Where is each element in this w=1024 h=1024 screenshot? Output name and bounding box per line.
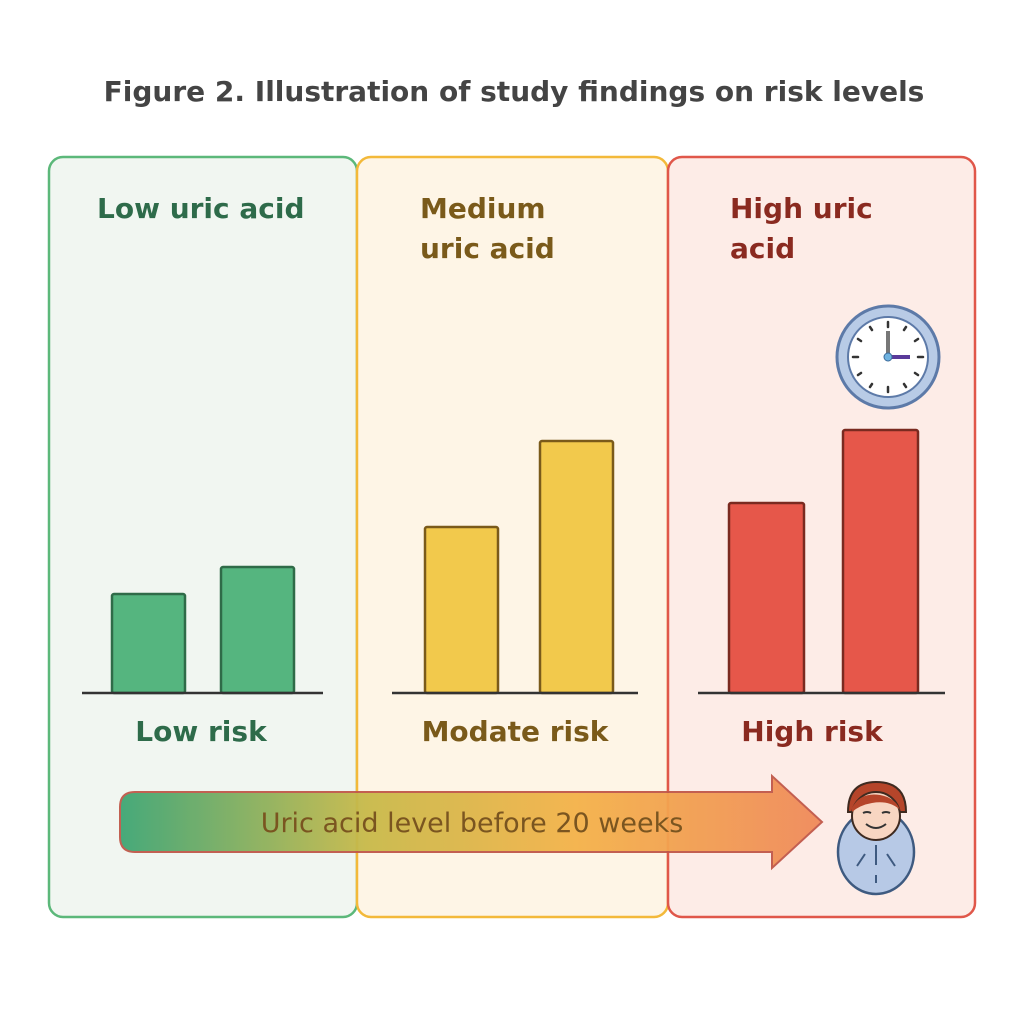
figure-title: Figure 2. Illustration of study findings… bbox=[104, 75, 925, 108]
panel-medium: Medium uric acid Modate risk bbox=[355, 155, 670, 919]
panel-heading: High uric bbox=[730, 192, 873, 225]
bar-medium-1 bbox=[423, 525, 500, 695]
bar-medium-2 bbox=[538, 439, 615, 695]
panel-heading: acid bbox=[730, 232, 795, 265]
bar-low-2 bbox=[219, 565, 296, 695]
progression-arrow: Uric acid level before 20 weeks bbox=[119, 773, 824, 871]
panel-low: Low uric acid Low risk bbox=[47, 155, 359, 919]
risk-label: Modate risk bbox=[422, 715, 610, 748]
bar-low-1 bbox=[110, 592, 187, 695]
clock-icon bbox=[835, 304, 941, 410]
baby-icon bbox=[836, 780, 916, 896]
bar-high-2 bbox=[841, 428, 920, 695]
risk-label: High risk bbox=[741, 715, 884, 748]
panel-heading: Low uric acid bbox=[97, 192, 305, 225]
panel-heading: Medium bbox=[420, 192, 546, 225]
panel-heading: uric acid bbox=[420, 232, 555, 265]
bar-high-1 bbox=[727, 501, 806, 695]
arrow-label: Uric acid level before 20 weeks bbox=[261, 808, 684, 839]
risk-label: Low risk bbox=[135, 715, 268, 748]
